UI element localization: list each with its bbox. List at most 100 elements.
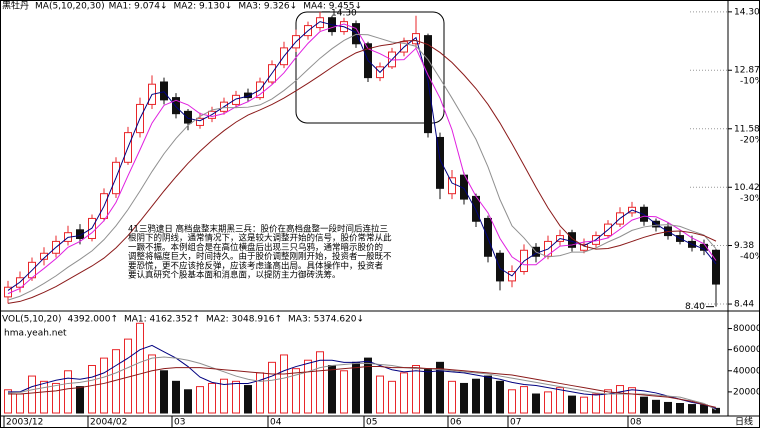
ma-line	[7, 39, 717, 304]
volume-bar	[640, 396, 648, 414]
volume-bar	[292, 368, 300, 414]
candle-body	[352, 23, 360, 45]
volume-arrow: ↑	[110, 315, 118, 325]
volume-bar	[220, 378, 228, 414]
x-tick-label: 03	[174, 418, 185, 428]
volume-bar	[400, 372, 408, 414]
volume-bar	[580, 396, 588, 414]
legend-entry: MA3: 5374.620	[288, 315, 357, 325]
volume-ma-line	[8, 366, 717, 408]
highlight-box	[295, 11, 445, 124]
pct-label: -20%	[740, 135, 760, 145]
volume-bar	[340, 370, 348, 414]
volume-bar	[376, 375, 384, 414]
y-tick-label: 9.38	[734, 241, 754, 251]
note-line: 要恐慌，更不应该抢反弹，应该考虑逢高出局。具体操作中，投资者	[128, 260, 384, 271]
volume-bar	[388, 380, 396, 414]
volume-bar	[316, 351, 324, 414]
y-tick-label: 20000	[733, 387, 760, 397]
volume-bar	[508, 389, 516, 414]
candle-body	[184, 110, 192, 124]
legend-title: MA(5,10,20,30)	[35, 2, 105, 12]
volume-bar	[328, 365, 336, 414]
volume-bar	[592, 393, 600, 414]
legend-arrow: ↓	[355, 2, 363, 12]
volume-bar	[700, 404, 708, 414]
volume-bar	[76, 386, 84, 414]
volume-bar	[604, 389, 612, 414]
volume-bar	[160, 370, 168, 414]
legend-arrow: ↓	[357, 315, 365, 325]
legend-entry: MA2: 3048.916	[206, 315, 275, 325]
ma-line	[7, 23, 717, 295]
volume-bar	[568, 395, 576, 414]
pct-label: -40%	[740, 252, 760, 262]
candle-body	[568, 232, 576, 248]
volume-bar	[424, 368, 432, 414]
volume-bar	[28, 375, 36, 414]
volume-bar	[232, 380, 240, 414]
volume-bar	[136, 322, 144, 414]
note-line: 要认真研究个股基本面和消息面，以提防主力御砖洗筹。	[128, 270, 341, 281]
y-tick-label: 8.44	[734, 300, 754, 310]
candle-body	[448, 177, 456, 195]
note-line: 调整将幅度巨大，时间持久。由于股价调整刚刚开始，投资者一般既不	[128, 251, 392, 262]
volume-bar	[88, 365, 96, 414]
volume-bar	[148, 354, 156, 414]
x-tick-label: 04	[270, 418, 282, 428]
candle-body	[40, 252, 48, 260]
candle-body	[244, 92, 252, 99]
x-tick-label: 07	[510, 418, 521, 428]
volume-bar	[352, 361, 360, 414]
candle-body	[196, 117, 204, 126]
note-line: 41三鸦逮日 高档盘整末期黑三兵：股价在高档盘整一段时间后连拉三	[128, 224, 388, 235]
volume-bar	[676, 403, 684, 414]
x-tick-label: 2003/12	[6, 418, 43, 428]
ma-line	[7, 33, 717, 301]
legend-entry: MA1: 9.074	[109, 2, 161, 12]
volume-bar	[472, 378, 480, 414]
y-tick-label: 14.30	[734, 7, 760, 17]
volume-bar	[184, 389, 192, 414]
ma-line	[7, 21, 717, 291]
volume-bar	[100, 357, 108, 414]
volume-bar	[496, 380, 504, 414]
watermark: hma.yeah.net	[4, 329, 67, 339]
legend-arrow: ↓	[225, 2, 233, 12]
volume-bar	[544, 391, 552, 414]
x-tick-label: 06	[450, 418, 462, 428]
candle-body	[496, 252, 504, 282]
volume-bar	[616, 385, 624, 414]
annotation: 8.40	[685, 302, 705, 312]
y-tick-label: 60000	[733, 345, 760, 355]
volume-bar	[436, 361, 444, 414]
x-tick-label: 2004/02	[90, 418, 127, 428]
y-tick-label: 40000	[733, 366, 760, 376]
note-line: 根阴下的阴线，通常情况下，这是较大调整开始的信号，股价常常从此	[128, 233, 392, 244]
volume-bar	[532, 393, 540, 414]
pct-label: -30%	[740, 194, 760, 204]
volume-bar	[40, 380, 48, 414]
volume-bar	[4, 389, 12, 414]
volume-bar	[244, 385, 252, 414]
legend-entry: MA3: 9.326	[238, 2, 290, 12]
candle-body	[712, 249, 720, 285]
legend-arrow: ↓	[160, 2, 168, 12]
legend-arrow: ↑	[275, 315, 283, 325]
x-tick-label: 05	[366, 418, 377, 428]
volume-bar	[172, 380, 180, 414]
volume-bar	[196, 386, 204, 414]
volume-bar	[628, 387, 636, 414]
legend-arrow: ↑	[192, 315, 200, 325]
y-tick-label: 12.87	[734, 66, 760, 76]
candle-body	[172, 97, 180, 115]
x-tick-label: 08	[630, 418, 642, 428]
period-label: 日线	[735, 416, 753, 428]
volume-bar	[664, 401, 672, 414]
legend-entry: MA1: 4162.352	[124, 315, 192, 325]
volume-bar	[688, 404, 696, 414]
volume-bar	[208, 382, 216, 414]
volume-bar	[412, 365, 420, 414]
y-tick-label: 10.42	[734, 183, 760, 193]
volume-ma-line	[8, 344, 717, 410]
